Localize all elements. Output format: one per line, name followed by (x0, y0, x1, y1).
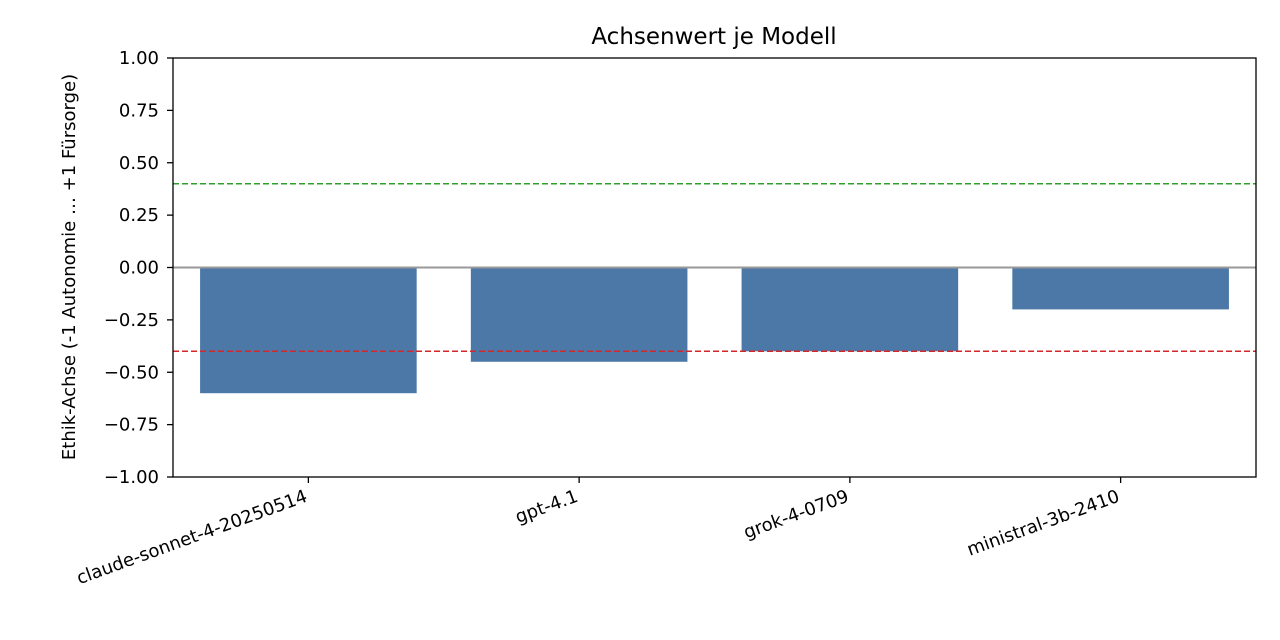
y-axis-label: Ethik-Achse (-1 Autonomie … +1 Fürsorge) (59, 74, 80, 460)
y-tick-label: −1.00 (104, 467, 159, 488)
y-tick-label: −0.50 (104, 362, 159, 383)
y-tick-label: −0.25 (104, 310, 159, 331)
x-tick-label: gpt-4.1 (513, 486, 581, 528)
y-tick-label: −0.75 (104, 415, 159, 436)
y-tick-label: 0.00 (119, 258, 159, 279)
y-tick-label: 0.75 (119, 100, 159, 121)
bar (1012, 267, 1229, 310)
bar (470, 267, 688, 362)
x-tick-label: grok-4-0709 (741, 486, 852, 543)
chart-title: Achsenwert je Modell (591, 24, 836, 50)
x-tick-label: claude-sonnet-4-20250514 (74, 486, 310, 589)
y-tick-label: 1.00 (119, 48, 159, 69)
bar (200, 267, 417, 394)
y-tick-label: 0.50 (119, 153, 159, 174)
x-tick-label: ministral-3b-2410 (964, 486, 1122, 561)
plot-area (173, 182, 1256, 394)
bar (741, 267, 959, 352)
y-tick-label: 0.25 (119, 205, 159, 226)
